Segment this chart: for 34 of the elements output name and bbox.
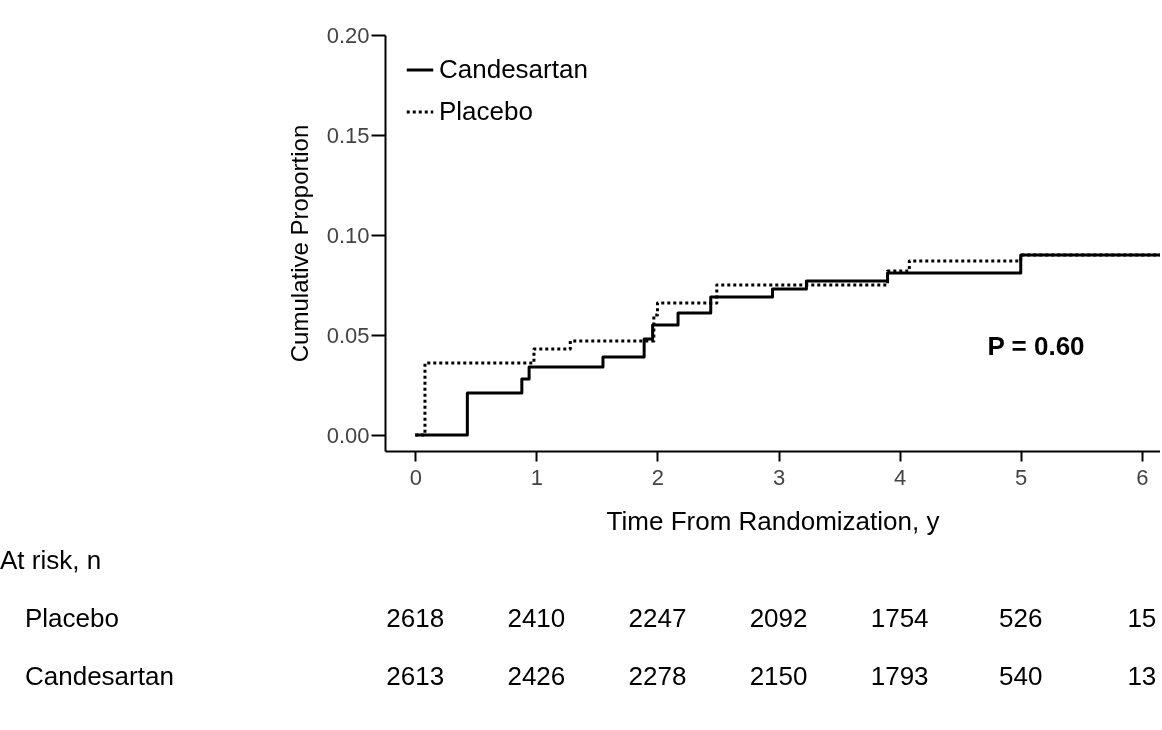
y-tick-label: 0.05 [326, 322, 370, 348]
text: Placebo [25, 603, 119, 633]
y-tick-label: 0.00 [326, 422, 370, 448]
text: Candesartan [25, 660, 174, 691]
x-tick-label: 0 [409, 464, 422, 490]
x-tick-label: 5 [1015, 464, 1028, 490]
y-axis-title: Cumulative Proportion [285, 124, 313, 363]
text: 15 [1127, 603, 1157, 633]
text: At risk, n [0, 545, 102, 576]
text: 2613 [386, 660, 445, 691]
text: 2247 [628, 603, 687, 633]
x-axis-title: Time From Randomization, y [606, 505, 940, 536]
text: 1754 [870, 603, 929, 633]
text: 526 [999, 603, 1043, 633]
y-tick-label: 0.20 [326, 22, 370, 48]
x-tick-label: 1 [530, 464, 543, 490]
y-tick-label: 0.15 [326, 122, 370, 148]
x-tick-label: 4 [894, 464, 907, 490]
text: 2150 [749, 660, 808, 691]
x-tick-label: 6 [1136, 464, 1149, 490]
text: 2618 [386, 603, 445, 633]
x-tick-label: 3 [772, 464, 786, 490]
text: 1793 [870, 660, 929, 691]
annotation: P = 0.60 [987, 331, 1085, 361]
text: 540 [999, 660, 1043, 691]
y-tick-label: 0.10 [326, 222, 370, 248]
text: 2426 [507, 660, 566, 691]
text: 2092 [749, 603, 808, 633]
text: 2410 [507, 603, 566, 633]
text: 2278 [628, 660, 687, 691]
x-tick-label: 2 [651, 464, 665, 490]
legend-label: Candesartan [439, 54, 588, 84]
legend-label: Placebo [439, 96, 533, 126]
text: 13 [1127, 660, 1157, 691]
